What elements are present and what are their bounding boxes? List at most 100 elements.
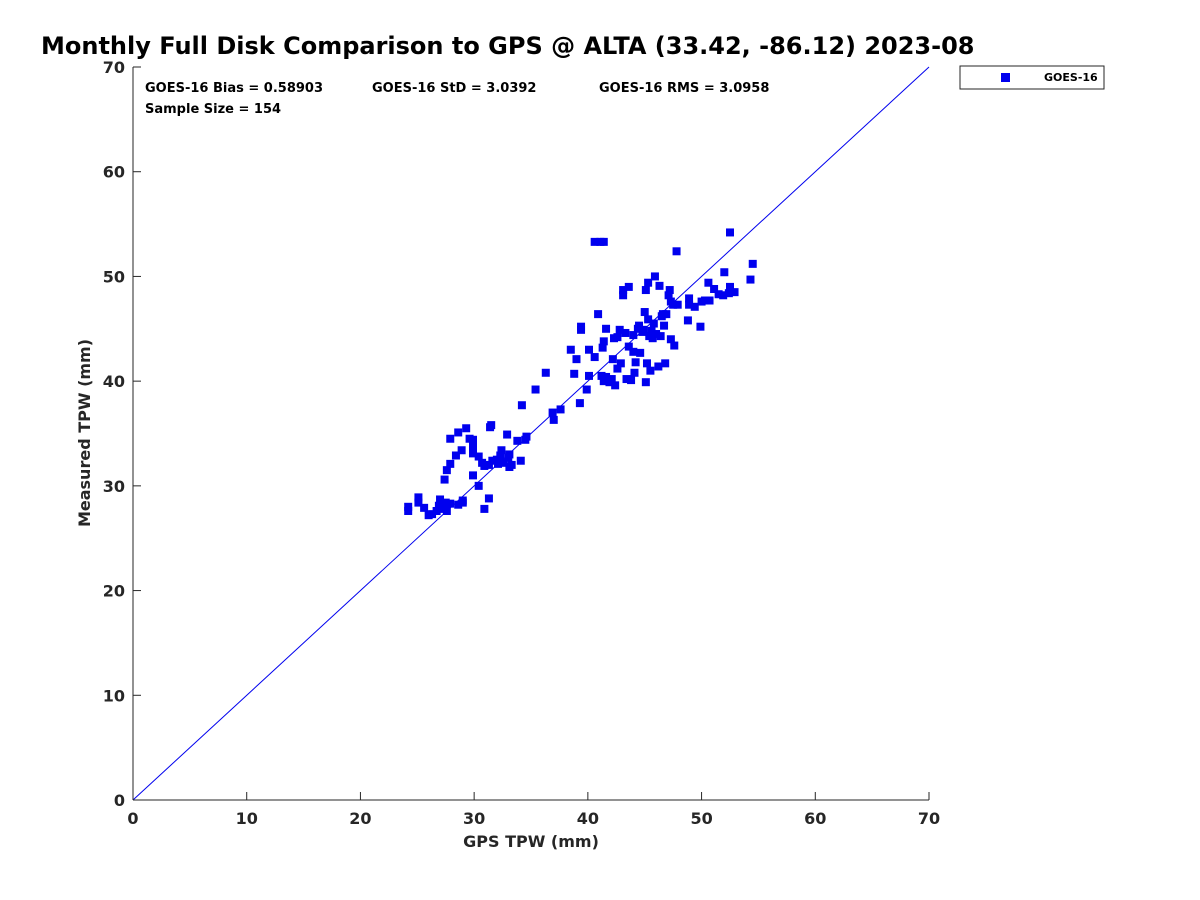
data-point — [616, 359, 625, 368]
data-point — [724, 289, 733, 298]
data-point — [685, 294, 694, 303]
data-point — [556, 405, 565, 414]
data-point — [531, 385, 540, 394]
data-point — [639, 325, 648, 334]
data-point — [631, 358, 640, 367]
data-point — [650, 272, 659, 281]
data-point — [541, 368, 550, 377]
data-point — [414, 493, 423, 502]
reference-line — [132, 66, 930, 801]
data-point — [613, 333, 622, 342]
data-point — [420, 503, 429, 512]
data-point — [664, 291, 673, 300]
x-tick-label: 40 — [577, 809, 599, 828]
data-point — [607, 375, 616, 384]
x-tick-label: 30 — [463, 809, 485, 828]
data-point — [496, 451, 505, 460]
data-point — [644, 315, 653, 324]
data-point — [661, 359, 670, 368]
y-axis-ticks: 0 10 20 30 40 50 60 70 — [103, 58, 141, 810]
data-point — [730, 288, 739, 297]
data-point — [517, 401, 526, 410]
y-tick-label: 30 — [103, 477, 125, 496]
data-point — [726, 228, 734, 237]
data-point — [469, 435, 478, 444]
data-point — [696, 322, 705, 331]
data-point — [457, 446, 466, 455]
data-point — [726, 282, 734, 291]
data-point — [641, 378, 650, 387]
data-point — [484, 494, 493, 503]
data-point — [492, 455, 501, 464]
data-point — [672, 247, 681, 256]
data-point — [613, 364, 622, 373]
data-point — [622, 375, 631, 384]
x-tick-label: 10 — [236, 809, 258, 828]
data-point — [690, 302, 699, 311]
data-point — [484, 460, 493, 469]
x-tick-label: 70 — [918, 809, 940, 828]
data-point — [442, 466, 451, 475]
data-point — [615, 325, 624, 334]
data-point — [748, 259, 757, 268]
x-axis-ticks: 0 10 20 30 40 50 60 70 — [127, 792, 940, 828]
data-point — [630, 368, 639, 377]
y-tick-label: 10 — [103, 686, 125, 705]
data-point — [440, 475, 449, 484]
y-tick-label: 50 — [103, 267, 125, 286]
chart-title: Monthly Full Disk Comparison to GPS @ AL… — [41, 32, 975, 60]
data-point — [714, 290, 723, 299]
data-point — [442, 506, 451, 515]
data-point — [575, 399, 584, 408]
data-point — [446, 499, 455, 508]
data-point — [599, 337, 608, 346]
data-point — [673, 300, 682, 309]
data-point — [597, 371, 606, 380]
data-point — [570, 369, 579, 378]
data-point — [462, 424, 471, 433]
data-point — [499, 458, 508, 467]
data-point — [404, 506, 413, 515]
data-point — [704, 278, 713, 287]
data-point — [602, 324, 611, 333]
data-point — [660, 321, 669, 330]
data-point — [414, 498, 423, 507]
data-point — [454, 428, 463, 437]
data-point — [474, 452, 483, 461]
data-point — [627, 376, 636, 385]
data-point — [451, 451, 460, 460]
data-point — [454, 500, 463, 509]
data-point — [487, 421, 496, 430]
data-point — [590, 353, 599, 362]
data-point — [652, 330, 661, 339]
data-point — [655, 281, 664, 290]
data-point — [665, 286, 674, 295]
data-point — [642, 359, 651, 368]
data-point — [549, 415, 558, 424]
y-tick-label: 60 — [103, 163, 125, 182]
data-point — [644, 278, 653, 287]
x-tick-label: 60 — [804, 809, 826, 828]
data-point — [611, 381, 620, 390]
data-point — [548, 408, 557, 417]
data-point — [629, 347, 638, 356]
data-point — [458, 498, 467, 507]
data-point — [619, 286, 628, 295]
data-point — [469, 443, 478, 452]
data-point — [516, 456, 525, 465]
data-point — [683, 316, 692, 325]
data-point — [441, 498, 450, 507]
data-point — [635, 321, 644, 330]
data-point — [700, 296, 709, 305]
data-point — [598, 343, 607, 352]
data-point — [522, 432, 531, 441]
data-point — [404, 502, 413, 511]
data-point — [474, 481, 483, 490]
data-point — [719, 291, 728, 300]
data-point — [572, 355, 581, 364]
legend-marker — [1001, 73, 1010, 82]
data-point — [640, 308, 649, 317]
data-point — [670, 341, 679, 350]
sample-size-stat: Sample Size = 154 — [145, 102, 281, 117]
